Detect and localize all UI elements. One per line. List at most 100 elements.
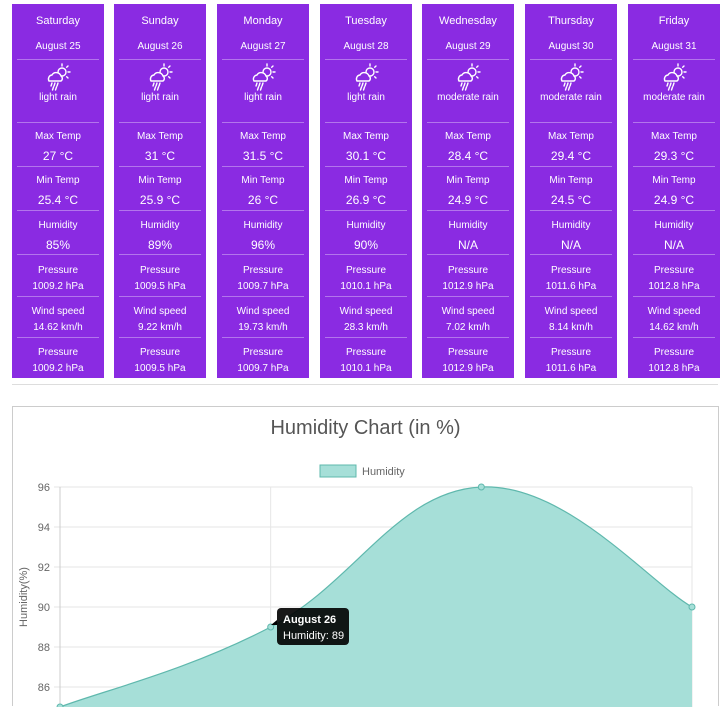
chart-canvas: 86 88 90 92 94 96 Humidity(%) Humidity August 26… <box>18 464 696 707</box>
y-tick-label: 88 <box>38 642 50 654</box>
wind-speed-label: Wind speed <box>441 306 495 317</box>
humidity-label: Humidity <box>551 220 591 231</box>
rain-cloud-sun-icon <box>149 63 173 91</box>
chart-title: Humidity Chart (in %) <box>270 417 461 439</box>
card-divider <box>633 254 715 255</box>
card-divider <box>222 210 304 211</box>
card-divider <box>633 122 715 123</box>
card-divider <box>325 337 407 338</box>
card-divider <box>325 254 407 255</box>
humidity-value: 85% <box>45 238 71 252</box>
max-temp-label: Max Temp <box>343 131 389 142</box>
min-temp-label: Min Temp <box>344 175 388 186</box>
max-temp-label: Max Temp <box>137 131 183 142</box>
day-name: Monday <box>243 15 283 27</box>
day-card: Thursday August 30 moderate rain Max Temp 2… <box>525 4 617 378</box>
day-card: Wednesday August 29 moderate rain Max Temp… <box>422 4 514 378</box>
weather-description: moderate rain <box>437 92 499 103</box>
card-divider <box>530 122 612 123</box>
card-divider <box>119 122 201 123</box>
rain-cloud-sun-icon <box>252 63 276 91</box>
pressure-value: 1011.6 hPa <box>545 281 597 292</box>
min-temp-value: 26 °C <box>247 193 279 207</box>
humidity-label: Humidity <box>654 220 694 231</box>
rain-cloud-sun-icon <box>355 63 379 91</box>
max-temp-label: Max Temp <box>548 131 594 142</box>
divider <box>12 384 718 385</box>
rain-cloud-sun-icon <box>663 63 687 91</box>
card-divider <box>325 166 407 167</box>
weather-description: light rain <box>347 92 385 103</box>
wind-speed-label: Wind speed <box>236 306 290 317</box>
pressure2-value: 1012.9 hPa <box>442 363 494 374</box>
card-divider <box>222 166 304 167</box>
humidity-label: Humidity <box>243 220 283 231</box>
max-temp-value: 30.1 °C <box>345 149 387 163</box>
day-name: Friday <box>658 15 690 27</box>
pressure-label: Pressure <box>345 265 386 276</box>
y-tick-label: 86 <box>38 682 50 694</box>
max-temp-value: 31 °C <box>144 149 176 163</box>
min-temp-value: 24.5 °C <box>550 193 592 207</box>
wind-speed-label: Wind speed <box>133 306 187 317</box>
day-card: Tuesday August 28 light rain Max Temp 30.1 … <box>320 4 412 378</box>
y-tick-label: 92 <box>38 562 50 574</box>
humidity-chart: Humidity Chart (in %) 86 88 90 92 94 96 Humidi… <box>12 406 719 707</box>
card-divider <box>119 210 201 211</box>
rain-cloud-sun-icon <box>47 63 71 91</box>
pressure2-label: Pressure <box>447 347 488 358</box>
card-divider <box>17 254 99 255</box>
data-point <box>688 603 696 611</box>
tooltip-caret <box>271 620 277 625</box>
pressure-label: Pressure <box>653 265 694 276</box>
card-divider <box>119 337 201 338</box>
weather-description: light rain <box>141 92 179 103</box>
wind-speed-value: 19.73 km/h <box>238 322 288 333</box>
card-divider <box>325 210 407 211</box>
day-card: Monday August 27 light rain Max Temp 31.5 °… <box>217 4 309 378</box>
day-date: August 29 <box>445 41 491 52</box>
card-divider <box>17 122 99 123</box>
min-temp-label: Min Temp <box>446 175 490 186</box>
humidity-value: 96% <box>250 238 276 252</box>
min-temp-value: 24.9 °C <box>653 193 695 207</box>
card-divider <box>17 210 99 211</box>
min-temp-label: Min Temp <box>241 175 285 186</box>
day-name: Tuesday <box>345 15 387 27</box>
card-divider <box>222 296 304 297</box>
humidity-value: 90% <box>353 238 379 252</box>
card-divider <box>17 166 99 167</box>
card-divider <box>427 296 509 297</box>
wind-speed-label: Wind speed <box>31 306 85 317</box>
weather-description: moderate rain <box>540 92 602 103</box>
card-divider <box>530 59 612 60</box>
pressure-label: Pressure <box>139 265 180 276</box>
data-point <box>477 483 485 491</box>
max-temp-label: Max Temp <box>240 131 286 142</box>
min-temp-label: Min Temp <box>36 175 80 186</box>
pressure-label: Pressure <box>550 265 591 276</box>
card-divider <box>222 337 304 338</box>
max-temp-value: 29.4 °C <box>550 149 592 163</box>
card-divider <box>633 296 715 297</box>
humidity-value: N/A <box>457 238 478 252</box>
card-divider <box>530 337 612 338</box>
card-divider <box>325 122 407 123</box>
card-divider <box>119 59 201 60</box>
pressure2-value: 1009.5 hPa <box>134 363 186 374</box>
pressure2-value: 1011.6 hPa <box>545 363 597 374</box>
card-divider <box>427 166 509 167</box>
humidity-area <box>60 486 692 707</box>
chart-tooltip <box>277 608 349 645</box>
min-temp-value: 25.4 °C <box>37 193 79 207</box>
card-divider <box>633 166 715 167</box>
card-divider <box>119 296 201 297</box>
max-temp-value: 29.3 °C <box>653 149 695 163</box>
rain-cloud-sun-icon <box>457 63 481 91</box>
wind-speed-label: Wind speed <box>544 306 598 317</box>
min-temp-value: 24.9 °C <box>447 193 489 207</box>
max-temp-label: Max Temp <box>445 131 491 142</box>
day-name: Wednesday <box>439 15 497 27</box>
max-temp-label: Max Temp <box>651 131 697 142</box>
pressure-value: 1009.2 hPa <box>32 281 84 292</box>
